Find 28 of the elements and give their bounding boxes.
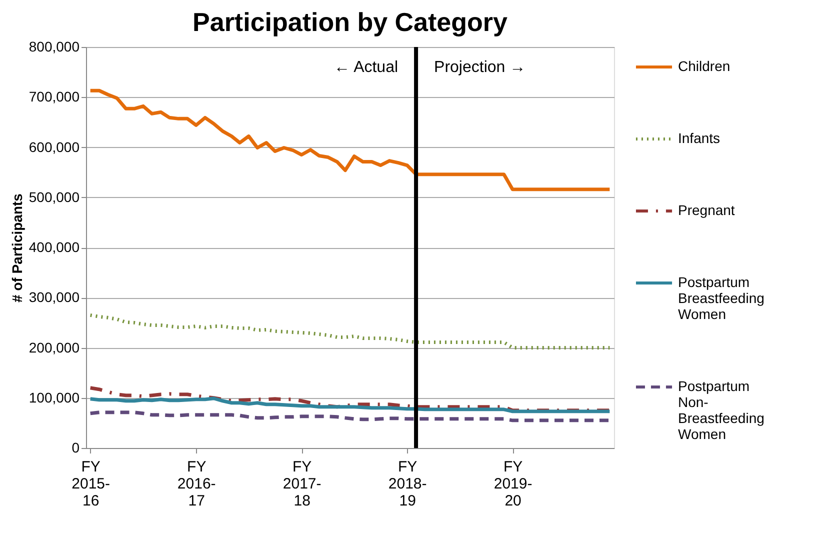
legend-label: Infants	[678, 130, 720, 146]
line-series	[88, 396, 612, 414]
y-tick-label: 800,000	[28, 38, 80, 54]
x-tick-label: FY 2015-16	[72, 458, 110, 510]
x-tick-label: FY 2016-17	[177, 458, 216, 510]
y-tick-label: 200,000	[28, 339, 80, 356]
legend-label: Postpartum Non-Breastfeeding Women	[678, 378, 764, 442]
y-tick-label: 100,000	[28, 389, 80, 406]
chart-title: Participation by Category	[192, 7, 508, 37]
annotation: ← Actual	[334, 59, 398, 76]
y-tick-label: 600,000	[28, 138, 80, 155]
x-tick-label: FY 2017-18	[282, 458, 322, 510]
y-tick-label: 500,000	[28, 188, 80, 205]
line-series	[88, 313, 612, 350]
line-series	[88, 88, 612, 192]
y-tick-label: 0	[72, 440, 80, 456]
x-tick-label: FY 2019-20	[494, 458, 532, 510]
legend-label: Postpartum Breastfeeding Women	[678, 274, 764, 322]
y-tick-label: 700,000	[28, 88, 80, 105]
line-series	[88, 386, 612, 412]
y-tick-label: 300,000	[28, 289, 80, 306]
y-tick-label: 400,000	[28, 239, 80, 255]
legend-label: Pregnant	[678, 202, 735, 218]
line-series	[88, 410, 612, 422]
x-tick-label: FY 2018-19	[388, 458, 427, 510]
legend-label: Children	[678, 58, 730, 74]
annotation: Projection →	[434, 59, 526, 76]
y-axis-title: # of Participants	[8, 193, 25, 302]
